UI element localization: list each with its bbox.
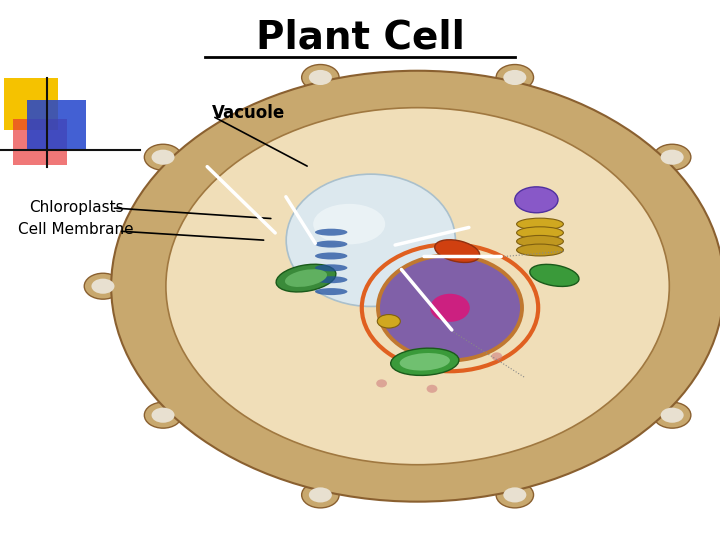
Ellipse shape	[377, 314, 400, 328]
Ellipse shape	[144, 144, 181, 170]
Bar	[27, 100, 86, 151]
Text: Plant Cell: Plant Cell	[256, 19, 464, 57]
Ellipse shape	[654, 402, 691, 428]
Ellipse shape	[435, 240, 480, 262]
Ellipse shape	[309, 488, 332, 503]
Ellipse shape	[302, 64, 339, 90]
Ellipse shape	[286, 174, 455, 307]
Ellipse shape	[276, 264, 336, 292]
Ellipse shape	[530, 265, 579, 286]
Ellipse shape	[315, 241, 347, 247]
Ellipse shape	[503, 70, 526, 85]
Ellipse shape	[517, 218, 563, 230]
Ellipse shape	[503, 488, 526, 503]
Ellipse shape	[517, 227, 563, 239]
Ellipse shape	[517, 244, 563, 256]
Ellipse shape	[714, 273, 720, 299]
Ellipse shape	[91, 279, 114, 294]
Ellipse shape	[661, 408, 684, 423]
Ellipse shape	[166, 107, 670, 465]
Ellipse shape	[654, 144, 691, 170]
Ellipse shape	[431, 294, 470, 322]
Bar	[13, 119, 67, 165]
Ellipse shape	[491, 352, 502, 361]
Ellipse shape	[391, 348, 459, 375]
Ellipse shape	[378, 255, 522, 361]
Ellipse shape	[144, 402, 181, 428]
Ellipse shape	[426, 384, 438, 393]
Ellipse shape	[376, 379, 387, 388]
Ellipse shape	[496, 482, 534, 508]
Text: Cell Membrane: Cell Membrane	[18, 222, 134, 237]
Text: Vacuole: Vacuole	[212, 104, 286, 123]
Bar	[4, 78, 58, 130]
Ellipse shape	[309, 70, 332, 85]
Text: Chloroplasts: Chloroplasts	[29, 200, 123, 215]
Ellipse shape	[151, 150, 174, 165]
Ellipse shape	[313, 204, 385, 244]
Ellipse shape	[111, 71, 720, 502]
Ellipse shape	[315, 229, 347, 235]
Ellipse shape	[315, 288, 347, 295]
Ellipse shape	[302, 482, 339, 508]
Ellipse shape	[315, 252, 347, 260]
Ellipse shape	[661, 150, 684, 165]
Ellipse shape	[496, 64, 534, 90]
Ellipse shape	[315, 264, 347, 271]
Ellipse shape	[400, 353, 450, 370]
Ellipse shape	[315, 276, 347, 283]
Ellipse shape	[517, 235, 563, 247]
Ellipse shape	[285, 269, 327, 287]
Ellipse shape	[151, 408, 174, 423]
Ellipse shape	[84, 273, 122, 299]
Ellipse shape	[515, 187, 558, 213]
